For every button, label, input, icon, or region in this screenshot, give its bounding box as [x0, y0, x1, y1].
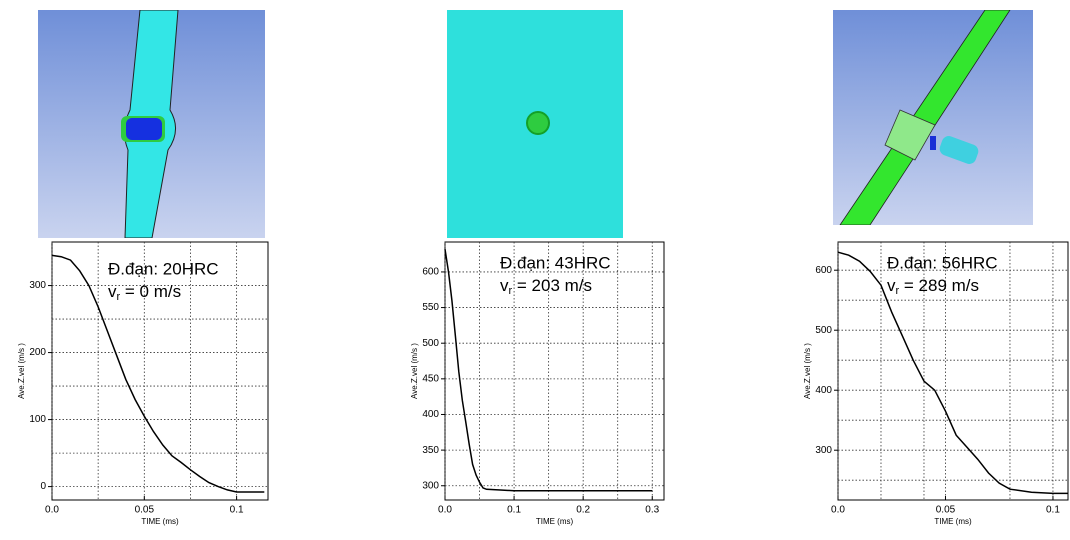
annotation-subscript: r: [117, 291, 121, 303]
chart: 0.0 0.05 0.1 300 400 500 600 TIME (ms) Ave.Z.vel…: [803, 241, 1069, 526]
annotation: Đ.đạn: 43HRC: [500, 253, 611, 272]
x-tick-label: 0.05: [936, 505, 956, 516]
annotation-value: = 0 m/s: [120, 282, 181, 301]
y-axis-label: Ave.Z.vel (m/s ): [410, 343, 419, 399]
plot-frame: [51, 241, 269, 501]
annotation-symbol: v: [108, 282, 117, 301]
data-line: [837, 251, 1068, 495]
x-axis-label: TIME (ms): [536, 517, 574, 526]
y-tick-label: 500: [422, 338, 439, 349]
x-tick-label: 0.0: [831, 505, 845, 516]
x-axis-label: TIME (ms): [934, 517, 972, 526]
x-tick-label: 0.0: [438, 505, 452, 516]
data-line: [51, 254, 265, 493]
charts: 0.0 0.05 0.1 0 100 200 300 TIME (ms) Ave.Z.vel (…: [17, 241, 1069, 526]
annotation: vr = 203 m/s: [500, 276, 592, 296]
y-tick-label: 500: [815, 325, 832, 336]
x-axis-label: TIME (ms): [141, 517, 179, 526]
y-tick-label: 300: [815, 445, 832, 456]
y-tick-label: 100: [29, 414, 46, 425]
x-tick-label: 0.1: [230, 505, 244, 516]
annotation-value: = 289 m/s: [899, 276, 979, 295]
plot-frame: [444, 241, 665, 501]
annotation: vr = 0 m/s: [108, 282, 181, 302]
annotation-subscript: r: [896, 285, 900, 297]
annotation-value: = 203 m/s: [512, 276, 592, 295]
y-tick-label: 600: [815, 265, 832, 276]
chart: 0.0 0.05 0.1 0 100 200 300 TIME (ms) Ave.Z.vel (…: [17, 241, 269, 526]
y-tick-label: 450: [422, 373, 439, 384]
simulation-image: [833, 10, 1033, 225]
y-tick-label: 300: [422, 480, 439, 491]
y-tick-label: 400: [422, 409, 439, 420]
annotation: Đ.đạn: 20HRC: [108, 259, 219, 278]
data-line: [444, 248, 653, 492]
x-tick-label: 0.3: [645, 505, 659, 516]
y-axis-label: Ave.Z.vel (m/s ): [17, 343, 26, 399]
x-tick-label: 0.0: [45, 505, 59, 516]
y-tick-label: 0: [40, 481, 46, 492]
x-tick-label: 0.1: [1046, 505, 1060, 516]
x-tick-label: 0.05: [135, 505, 155, 516]
y-axis-label: Ave.Z.vel (m/s ): [803, 343, 812, 399]
simulation-image: [38, 10, 265, 238]
annotation: vr = 289 m/s: [887, 276, 979, 296]
y-tick-label: 400: [815, 385, 832, 396]
annotation-symbol: v: [500, 276, 509, 295]
y-tick-label: 350: [422, 445, 439, 456]
y-tick-label: 600: [422, 267, 439, 278]
annotation-symbol: v: [887, 276, 896, 295]
x-tick-label: 0.2: [576, 505, 590, 516]
y-tick-label: 200: [29, 347, 46, 358]
y-tick-label: 300: [29, 280, 46, 291]
chart: 0.0 0.1 0.2 0.3 300 350 400 450 500 550 600 TIME (m…: [410, 241, 665, 526]
annotation-subscript: r: [509, 285, 513, 297]
plot-frame: [837, 241, 1069, 501]
y-tick-label: 550: [422, 302, 439, 313]
annotation: Đ.đạn: 56HRC: [887, 253, 998, 272]
simulation-image: [447, 10, 623, 238]
x-tick-label: 0.1: [507, 505, 521, 516]
